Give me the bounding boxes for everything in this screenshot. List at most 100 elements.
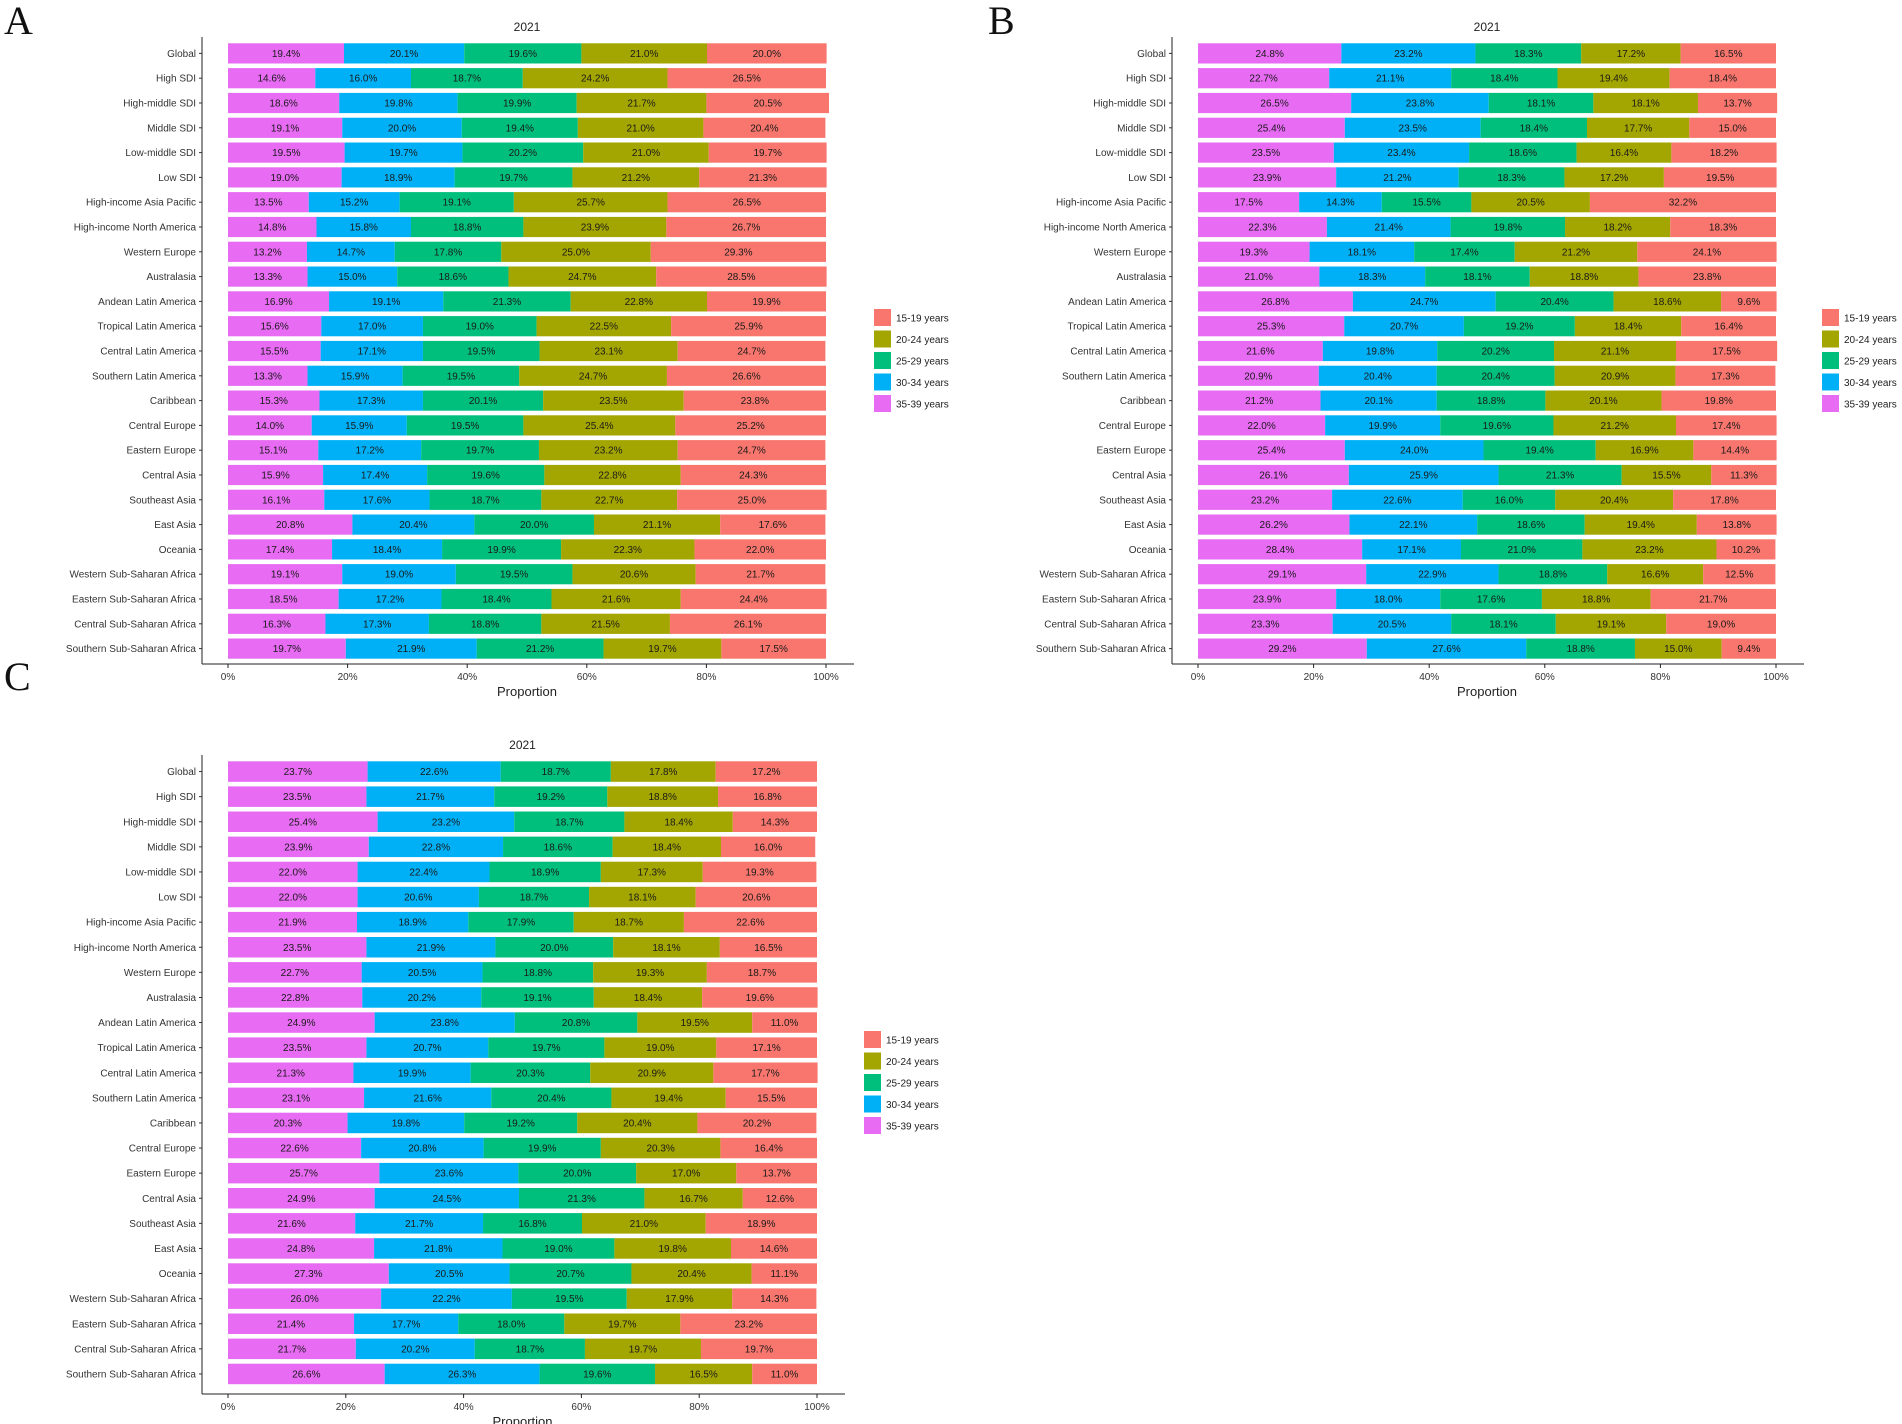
bar-segment-15-19-years bbox=[702, 861, 817, 883]
data-label: 16.9% bbox=[1630, 446, 1658, 457]
data-label: 25.3% bbox=[1257, 322, 1285, 333]
data-label: 18.7% bbox=[471, 495, 499, 506]
data-label: 26.5% bbox=[733, 74, 761, 85]
category-label: High SDI bbox=[156, 792, 196, 803]
category-label: Central Asia bbox=[142, 1194, 196, 1205]
category-label: Eastern Sub-Saharan Africa bbox=[72, 595, 196, 606]
category-label: Eastern Europe bbox=[127, 1169, 197, 1180]
data-label: 18.7% bbox=[453, 74, 481, 85]
data-label: 19.9% bbox=[503, 99, 531, 110]
data-label: 15.2% bbox=[340, 198, 368, 209]
bar-segment-25-29-years bbox=[518, 1162, 637, 1184]
data-label: 29.2% bbox=[1268, 644, 1296, 655]
bar-segment-35-39-years bbox=[1198, 464, 1349, 486]
category-label: Australasia bbox=[147, 272, 197, 283]
data-label: 20.8% bbox=[408, 1144, 436, 1155]
bar-segment-15-19-years bbox=[1669, 68, 1776, 89]
legend-swatch bbox=[864, 1031, 881, 1048]
x-tick-label: 60% bbox=[571, 1402, 591, 1413]
bar-segment-15-19-years bbox=[683, 390, 826, 411]
data-label: 20.4% bbox=[1481, 371, 1509, 382]
x-tick-label: 80% bbox=[1650, 672, 1670, 683]
bar-segment-15-19-years bbox=[666, 216, 826, 238]
bar-segment-25-29-years bbox=[1460, 539, 1583, 560]
bar-segment-25-29-years bbox=[1451, 613, 1556, 634]
bar-segment-35-39-years bbox=[228, 1238, 375, 1259]
bar-row-b-western-sub-saharan-africa: Western Sub-Saharan Africa 29.1% 22.9% 18.8… bbox=[1039, 564, 1776, 585]
bar-segment-15-19-years bbox=[720, 1137, 817, 1159]
data-label: 19.5% bbox=[681, 1018, 709, 1029]
bar-segment-35-39-years bbox=[228, 68, 316, 89]
data-label: 17.8% bbox=[434, 247, 462, 258]
bar-segment-30-34-years bbox=[1336, 167, 1459, 188]
data-label: 18.4% bbox=[1709, 74, 1737, 85]
bar-segment-25-29-years bbox=[402, 365, 520, 386]
bar-segment-15-19-years bbox=[1721, 291, 1777, 312]
data-label: 19.7% bbox=[532, 1043, 560, 1054]
legend-label: 20-24 years bbox=[1844, 335, 1897, 346]
category-label: Southeast Asia bbox=[129, 495, 196, 506]
bar-segment-35-39-years bbox=[228, 117, 343, 138]
data-label: 19.0% bbox=[544, 1244, 572, 1255]
category-label: High-income Asia Pacific bbox=[86, 918, 196, 929]
data-label: 18.9% bbox=[747, 1219, 775, 1230]
bar-segment-20-24-years bbox=[1541, 588, 1651, 610]
bar-segment-15-19-years bbox=[705, 1213, 817, 1234]
bar-segment-30-34-years bbox=[1351, 92, 1489, 114]
data-label: 23.9% bbox=[1253, 173, 1281, 184]
data-label: 20.4% bbox=[1600, 495, 1628, 506]
legend-item-25-29-years: 25-29 years bbox=[874, 352, 949, 369]
bar-segment-20-24-years bbox=[1564, 167, 1664, 188]
data-label: 17.6% bbox=[1477, 595, 1505, 606]
bar-segment-20-24-years bbox=[1545, 390, 1662, 411]
bar-segment-35-39-years bbox=[1198, 291, 1353, 312]
bar-segment-15-19-years bbox=[1711, 464, 1777, 486]
bar-segment-25-29-years bbox=[1469, 142, 1577, 163]
bar-segment-30-34-years bbox=[1348, 464, 1499, 486]
bar-row-a-western-europe: Western Europe 13.2% 14.7% 17.8% 25.0% 29.3% bbox=[124, 241, 826, 262]
bar-segment-25-29-years bbox=[468, 911, 574, 933]
bar-segment-20-24-years bbox=[1555, 613, 1667, 634]
bar-segment-20-24-years bbox=[1557, 68, 1670, 89]
bar-segment-25-29-years bbox=[1440, 415, 1554, 436]
data-label: 22.3% bbox=[614, 545, 642, 556]
legend-item-30-34-years: 30-34 years bbox=[874, 373, 949, 391]
data-label: 19.7% bbox=[608, 1319, 636, 1330]
data-label: 19.6% bbox=[472, 471, 500, 482]
bar-segment-15-19-years bbox=[1693, 440, 1777, 461]
data-label: 24.8% bbox=[1255, 49, 1283, 60]
category-label: High SDI bbox=[156, 74, 196, 85]
category-label: Western Sub-Saharan Africa bbox=[69, 570, 196, 581]
bar-segment-25-29-years bbox=[500, 761, 611, 782]
data-label: 23.8% bbox=[741, 396, 769, 407]
data-label: 21.3% bbox=[568, 1194, 596, 1205]
bar-segment-20-24-years bbox=[564, 1313, 681, 1334]
data-label: 19.5% bbox=[451, 421, 479, 432]
bar-segment-15-19-years bbox=[1676, 340, 1778, 362]
data-label: 18.6% bbox=[269, 99, 297, 110]
legend-item-35-39-years: 35-39 years bbox=[1822, 395, 1897, 412]
category-label: East Asia bbox=[154, 1244, 196, 1255]
data-label: 17.3% bbox=[363, 619, 391, 630]
data-label: 20.5% bbox=[1516, 198, 1544, 209]
data-label: 22.5% bbox=[590, 322, 618, 333]
category-label: Eastern Sub-Saharan Africa bbox=[1042, 595, 1166, 606]
legend-item-35-39-years: 35-39 years bbox=[874, 395, 949, 412]
bar-segment-15-19-years bbox=[677, 440, 826, 461]
panel-a: A 2021 Global 19.4% 20.1% 19.6% 21.0% 20.0% High… bbox=[4, 0, 949, 699]
legend-item-30-34-years: 30-34 years bbox=[1822, 373, 1897, 391]
data-label: 20.0% bbox=[563, 1169, 591, 1180]
data-label: 25.4% bbox=[1257, 123, 1285, 134]
bar-row-a-western-sub-saharan-africa: Western Sub-Saharan Africa 19.1% 19.0% 19.5… bbox=[69, 564, 826, 585]
bar-segment-15-19-years bbox=[650, 241, 826, 262]
x-tick-label: 80% bbox=[689, 1402, 709, 1413]
data-label: 20.4% bbox=[399, 520, 427, 531]
data-label: 17.4% bbox=[266, 545, 294, 556]
bar-segment-25-29-years bbox=[483, 1213, 582, 1234]
bar-segment-15-19-years bbox=[706, 962, 817, 983]
x-axis-title: Proportion bbox=[493, 1414, 553, 1424]
data-label: 23.5% bbox=[283, 943, 311, 954]
data-label: 22.8% bbox=[281, 993, 309, 1004]
data-label: 14.3% bbox=[1326, 198, 1354, 209]
category-label: Caribbean bbox=[150, 1118, 196, 1129]
